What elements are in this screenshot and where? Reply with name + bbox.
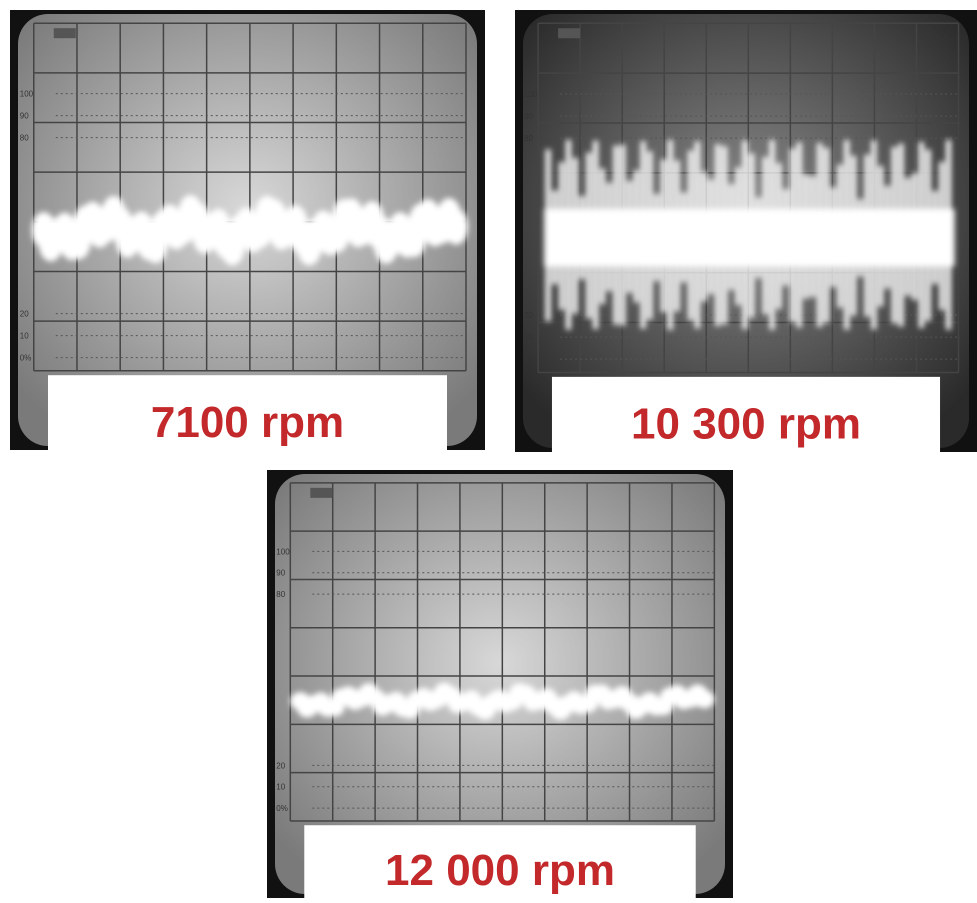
trace-band [673, 208, 684, 267]
trace-band [544, 208, 555, 267]
scope-photo: 100 90 80 20 10 0% 7100 rpm [10, 10, 485, 450]
scale-label: 0% [20, 354, 32, 363]
trace-band [700, 208, 711, 267]
marker [53, 28, 76, 39]
trace-band [808, 208, 819, 267]
trace-band [781, 208, 792, 267]
scale-label: 100 [276, 547, 290, 556]
trace-band [944, 208, 955, 267]
scale-label: 10 [524, 333, 533, 342]
trace-blob [694, 690, 715, 709]
trace-band [801, 208, 812, 267]
trace-band [842, 208, 853, 267]
trace-band [564, 208, 575, 267]
label-card [304, 825, 696, 898]
rpm-label: 7100 rpm [151, 398, 344, 447]
trace-band [611, 208, 622, 267]
scale-label: 80 [524, 134, 533, 143]
scope-image: 100 90 80 20 10 0% 7100 rpm [10, 10, 485, 450]
trace-band [863, 208, 874, 267]
trace-band [578, 208, 589, 267]
trace-band [632, 208, 643, 267]
scope-image: 100 90 80 20 10 0% 12 000 rpm [267, 470, 733, 898]
marker [310, 487, 333, 498]
trace-band [713, 208, 724, 267]
marker [558, 28, 581, 39]
trace [544, 139, 955, 330]
trace-band [876, 208, 887, 267]
trace-band [788, 208, 799, 267]
scale-label: 10 [276, 783, 285, 792]
trace-band [774, 208, 785, 267]
trace-band [835, 208, 846, 267]
scale-label: 100 [524, 90, 538, 99]
scale-label: 80 [276, 590, 285, 599]
trace-band [666, 208, 677, 267]
trace-band [659, 208, 670, 267]
trace-band [679, 208, 690, 267]
trace-band [930, 208, 941, 267]
scale-label: 90 [276, 569, 285, 578]
trace-band [754, 208, 765, 267]
scale-label: 0% [524, 355, 536, 364]
trace [31, 194, 468, 266]
scale-label: 20 [276, 761, 285, 770]
trace-band [910, 208, 921, 267]
trace-band [937, 208, 948, 267]
trace-band [557, 208, 568, 267]
scale-label: 80 [20, 134, 29, 143]
trace-band [869, 208, 880, 267]
trace-band [815, 208, 826, 267]
scope-photo: 100 90 80 20 10 0% 12 000 rpm [267, 470, 733, 898]
rpm-label: 10 300 rpm [631, 400, 861, 449]
trace-band [591, 208, 602, 267]
label-card [48, 375, 447, 450]
trace-band [706, 208, 717, 267]
trace-band [584, 208, 595, 267]
trace-band [550, 208, 561, 267]
scale-label: 90 [524, 112, 533, 121]
trace-band [897, 208, 908, 267]
scale-label: 90 [20, 112, 29, 121]
trace-band [598, 208, 609, 267]
label-card [551, 376, 941, 452]
scope-photo: 100 90 80 20 10 0% 10 300 rpm [515, 10, 977, 452]
trace-band [639, 208, 650, 267]
trace-band [890, 208, 901, 267]
trace-band [747, 208, 758, 267]
trace-band [618, 208, 629, 267]
trace-band [571, 208, 582, 267]
trace-band [727, 208, 738, 267]
trace-band [903, 208, 914, 267]
trace-band [917, 208, 928, 267]
trace-band [605, 208, 616, 267]
trace-blob [444, 208, 468, 245]
trace-band [693, 208, 704, 267]
scale-label: 10 [20, 332, 29, 341]
trace-band [720, 208, 731, 267]
scope-image: 100 90 80 20 10 0% 10 300 rpm [515, 10, 977, 452]
scale-label: 20 [20, 310, 29, 319]
trace-band [849, 208, 860, 267]
trace-band [768, 208, 779, 267]
trace-band [686, 208, 697, 267]
trace-band [761, 208, 772, 267]
trace-band [883, 208, 894, 267]
trace-band [652, 208, 663, 267]
scale-label: 100 [20, 90, 34, 99]
trace-band [829, 208, 840, 267]
trace-band [822, 208, 833, 267]
trace-band [740, 208, 751, 267]
scale-label: 20 [524, 311, 533, 320]
trace-band [645, 208, 656, 267]
rpm-label: 12 000 rpm [385, 846, 615, 895]
trace-band [795, 208, 806, 267]
scale-label: 0% [276, 804, 288, 813]
trace-band [856, 208, 867, 267]
trace-band [924, 208, 935, 267]
trace-band [625, 208, 636, 267]
trace [290, 682, 715, 720]
trace-band [734, 208, 745, 267]
